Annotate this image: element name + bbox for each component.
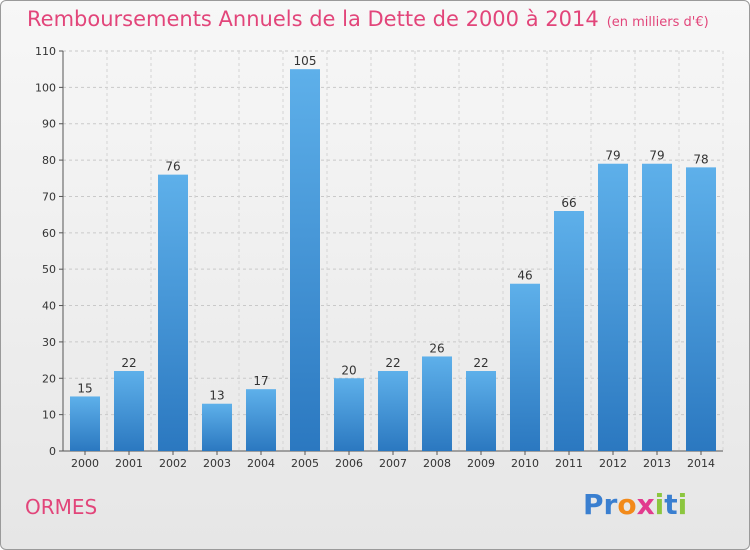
bar-2010 <box>510 283 540 451</box>
y-tick-label: 80 <box>42 154 56 167</box>
data-label: 22 <box>121 356 136 370</box>
x-tick-label: 2014 <box>687 457 715 470</box>
proxiti-logo: Proxiti <box>583 488 687 521</box>
x-tick-label: 2003 <box>203 457 231 470</box>
bar-2011 <box>554 211 584 451</box>
y-tick-label: 20 <box>42 372 56 385</box>
data-label: 17 <box>253 374 268 388</box>
x-tick-label: 2005 <box>291 457 319 470</box>
logo-letter: o <box>617 488 637 521</box>
data-label: 66 <box>561 196 576 210</box>
bar-2013 <box>642 163 672 451</box>
logo-letter: t <box>664 488 678 521</box>
logo-letter: r <box>603 488 618 521</box>
y-tick-label: 90 <box>42 118 56 131</box>
y-tick-label: 30 <box>42 336 56 349</box>
logo-letter: i <box>654 488 665 521</box>
y-tick-label: 110 <box>35 45 56 58</box>
logo-letter: i <box>677 488 688 521</box>
y-tick-label: 70 <box>42 190 56 203</box>
y-tick-label: 0 <box>49 445 56 458</box>
bar-2006 <box>334 378 364 451</box>
x-tick-label: 2007 <box>379 457 407 470</box>
y-tick-label: 50 <box>42 263 56 276</box>
data-label: 20 <box>341 363 356 377</box>
x-tick-label: 2001 <box>115 457 143 470</box>
bar-2008 <box>422 356 452 451</box>
data-label: 26 <box>429 341 444 355</box>
y-tick-label: 60 <box>42 227 56 240</box>
chart-title-text: Remboursements Annuels de la Dette de 20… <box>27 7 599 31</box>
data-label: 79 <box>649 149 664 163</box>
bar-2005 <box>290 69 320 451</box>
bar-2000 <box>70 396 100 451</box>
chart-title: Remboursements Annuels de la Dette de 20… <box>27 7 709 31</box>
x-tick-label: 2011 <box>555 457 583 470</box>
logo-letter: x <box>636 488 655 521</box>
bars <box>70 69 716 452</box>
data-label: 22 <box>473 356 488 370</box>
x-tick-label: 2012 <box>599 457 627 470</box>
x-tick-label: 2010 <box>511 457 539 470</box>
data-label: 105 <box>294 54 317 68</box>
data-label: 78 <box>693 152 708 166</box>
x-tick-label: 2002 <box>159 457 187 470</box>
bar-2003 <box>202 403 232 451</box>
x-tick-label: 2000 <box>71 457 99 470</box>
axes: 0 10 20 30 40 50 60 70 80 90 100 110 2000 2001 2002 200… <box>35 45 723 470</box>
data-label: 46 <box>517 269 532 283</box>
data-label: 76 <box>165 160 180 174</box>
logo-letter: P <box>583 488 604 521</box>
bar-2009 <box>466 371 496 451</box>
x-tick-label: 2009 <box>467 457 495 470</box>
y-tick-label: 10 <box>42 409 56 422</box>
location-label: ORMES <box>25 495 98 519</box>
data-labels: 15 22 76 13 17 105 20 22 26 22 46 66 79 79 78 <box>77 54 708 403</box>
data-label: 15 <box>77 381 92 395</box>
y-tick-label: 40 <box>42 300 56 313</box>
data-label: 22 <box>385 356 400 370</box>
chart-subtitle: (en milliers d'€) <box>606 15 709 30</box>
bar-2004 <box>246 389 276 451</box>
x-tick-label: 2004 <box>247 457 275 470</box>
y-tick-label: 100 <box>35 81 56 94</box>
bar-2002 <box>158 174 188 452</box>
data-label: 79 <box>605 149 620 163</box>
bar-2007 <box>378 371 408 451</box>
x-tick-label: 2006 <box>335 457 363 470</box>
bar-2014 <box>686 167 716 451</box>
x-tick-label: 2013 <box>643 457 671 470</box>
bar-2012 <box>598 163 628 451</box>
data-label: 13 <box>209 389 224 403</box>
x-tick-label: 2008 <box>423 457 451 470</box>
bar-2001 <box>114 371 144 451</box>
